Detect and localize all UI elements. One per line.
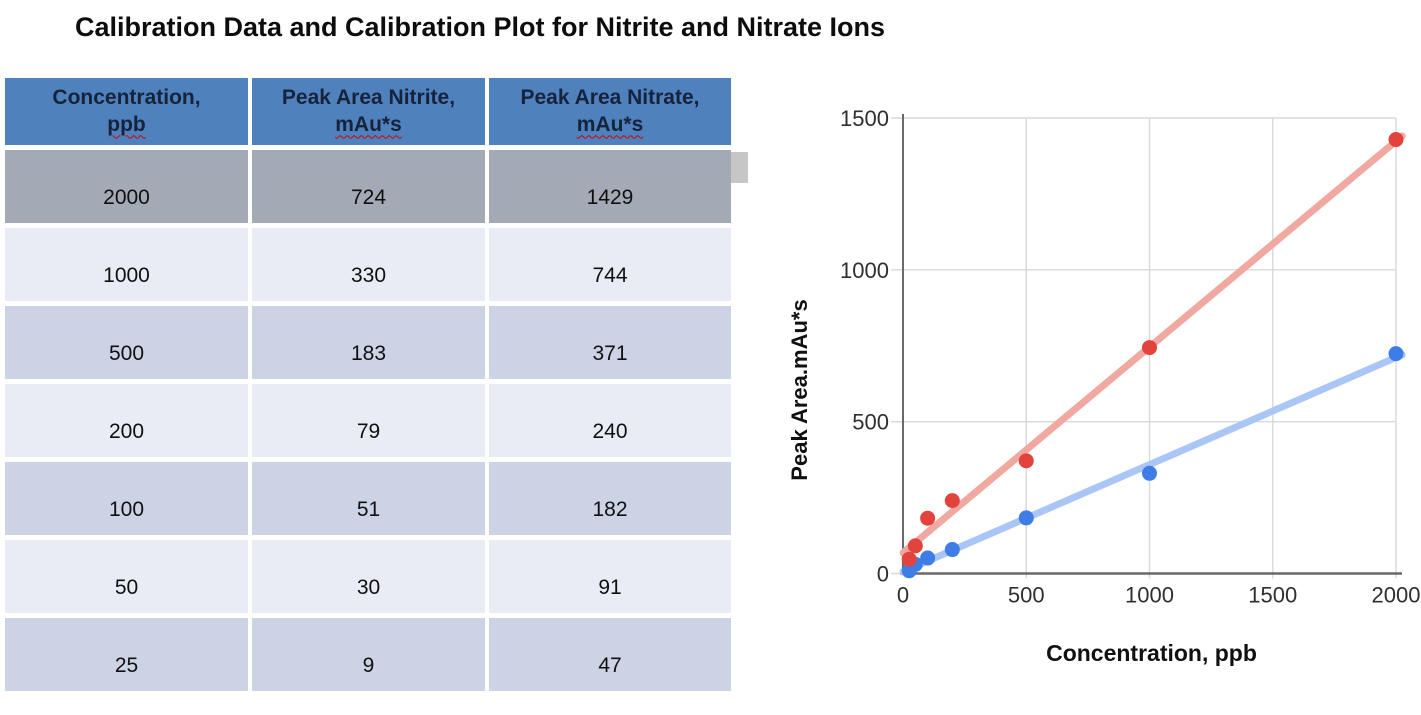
data-point-peak-area-nitrate [907,538,923,554]
x-tick-label: 0 [897,583,909,608]
data-point-peak-area-nitrate [1142,340,1157,356]
x-tick-label: 2000 [1372,583,1420,608]
table-cell: 371 [489,306,731,379]
calibration-plot: 0 500 1000 1500 0 500 1000 1500 2000 Peak Area.mA… [787,106,1420,666]
table-cell: 9 [252,618,485,691]
table-cell: 500 [5,306,248,379]
y-tick-label: 1000 [840,258,889,283]
x-axis-title: Concentration, ppb [1046,640,1257,666]
table-cell: 182 [489,462,731,535]
data-point-peak-area-nitrite [920,550,936,566]
table-cell: 79 [252,384,485,457]
table-cell: 50 [5,540,248,613]
y-axis-title: Peak Area.mAu*s [787,299,812,480]
table-header-col3: Peak Area Nitrate, mAu*s [489,78,731,145]
page-title: Calibration Data and Calibration Plot fo… [74,12,886,42]
x-tick-label: 1500 [1248,583,1297,608]
table-cell: 30 [252,540,485,613]
data-point-peak-area-nitrate [920,510,936,526]
data-point-peak-area-nitrite [1142,465,1157,481]
scrollbar-thumb[interactable] [731,152,748,183]
table-cell: 330 [252,228,485,301]
table-header-col2: Peak Area Nitrite, mAu*s [252,78,485,145]
table-cell: 200 [5,384,248,457]
table-cell: 240 [489,384,731,457]
table-cell: 2000 [5,150,248,223]
trendline-peak-area-nitrite [899,351,1406,576]
y-tick-label: 500 [852,410,889,435]
data-point-peak-area-nitrite [1018,510,1034,526]
table-cell: 724 [252,150,485,223]
y-tick-label: 1500 [840,106,889,131]
table-cell: 51 [252,462,485,535]
x-tick-label: 1000 [1125,583,1174,608]
table-cell: 744 [489,228,731,301]
table-cell: 100 [5,462,248,535]
table-header-col1: Concentration, ppb [5,78,248,145]
data-point-peak-area-nitrate [901,551,917,567]
table-cell: 25 [5,618,248,691]
data-point-peak-area-nitrite [1388,346,1404,362]
data-point-peak-area-nitrite [944,542,960,558]
calibration-table: Concentration, ppb Peak Area Nitrite, mAu*s… [5,78,731,691]
data-point-peak-area-nitrate [1018,453,1034,469]
x-tick-label: 500 [1008,583,1045,608]
table-cell: 91 [489,540,731,613]
y-tick-label: 0 [877,562,889,587]
data-point-peak-area-nitrate [1388,132,1404,148]
table-cell: 47 [489,618,731,691]
table-cell: 183 [252,306,485,379]
table-cell: 1000 [5,228,248,301]
table-cell: 1429 [489,150,731,223]
data-point-peak-area-nitrate [944,493,960,509]
